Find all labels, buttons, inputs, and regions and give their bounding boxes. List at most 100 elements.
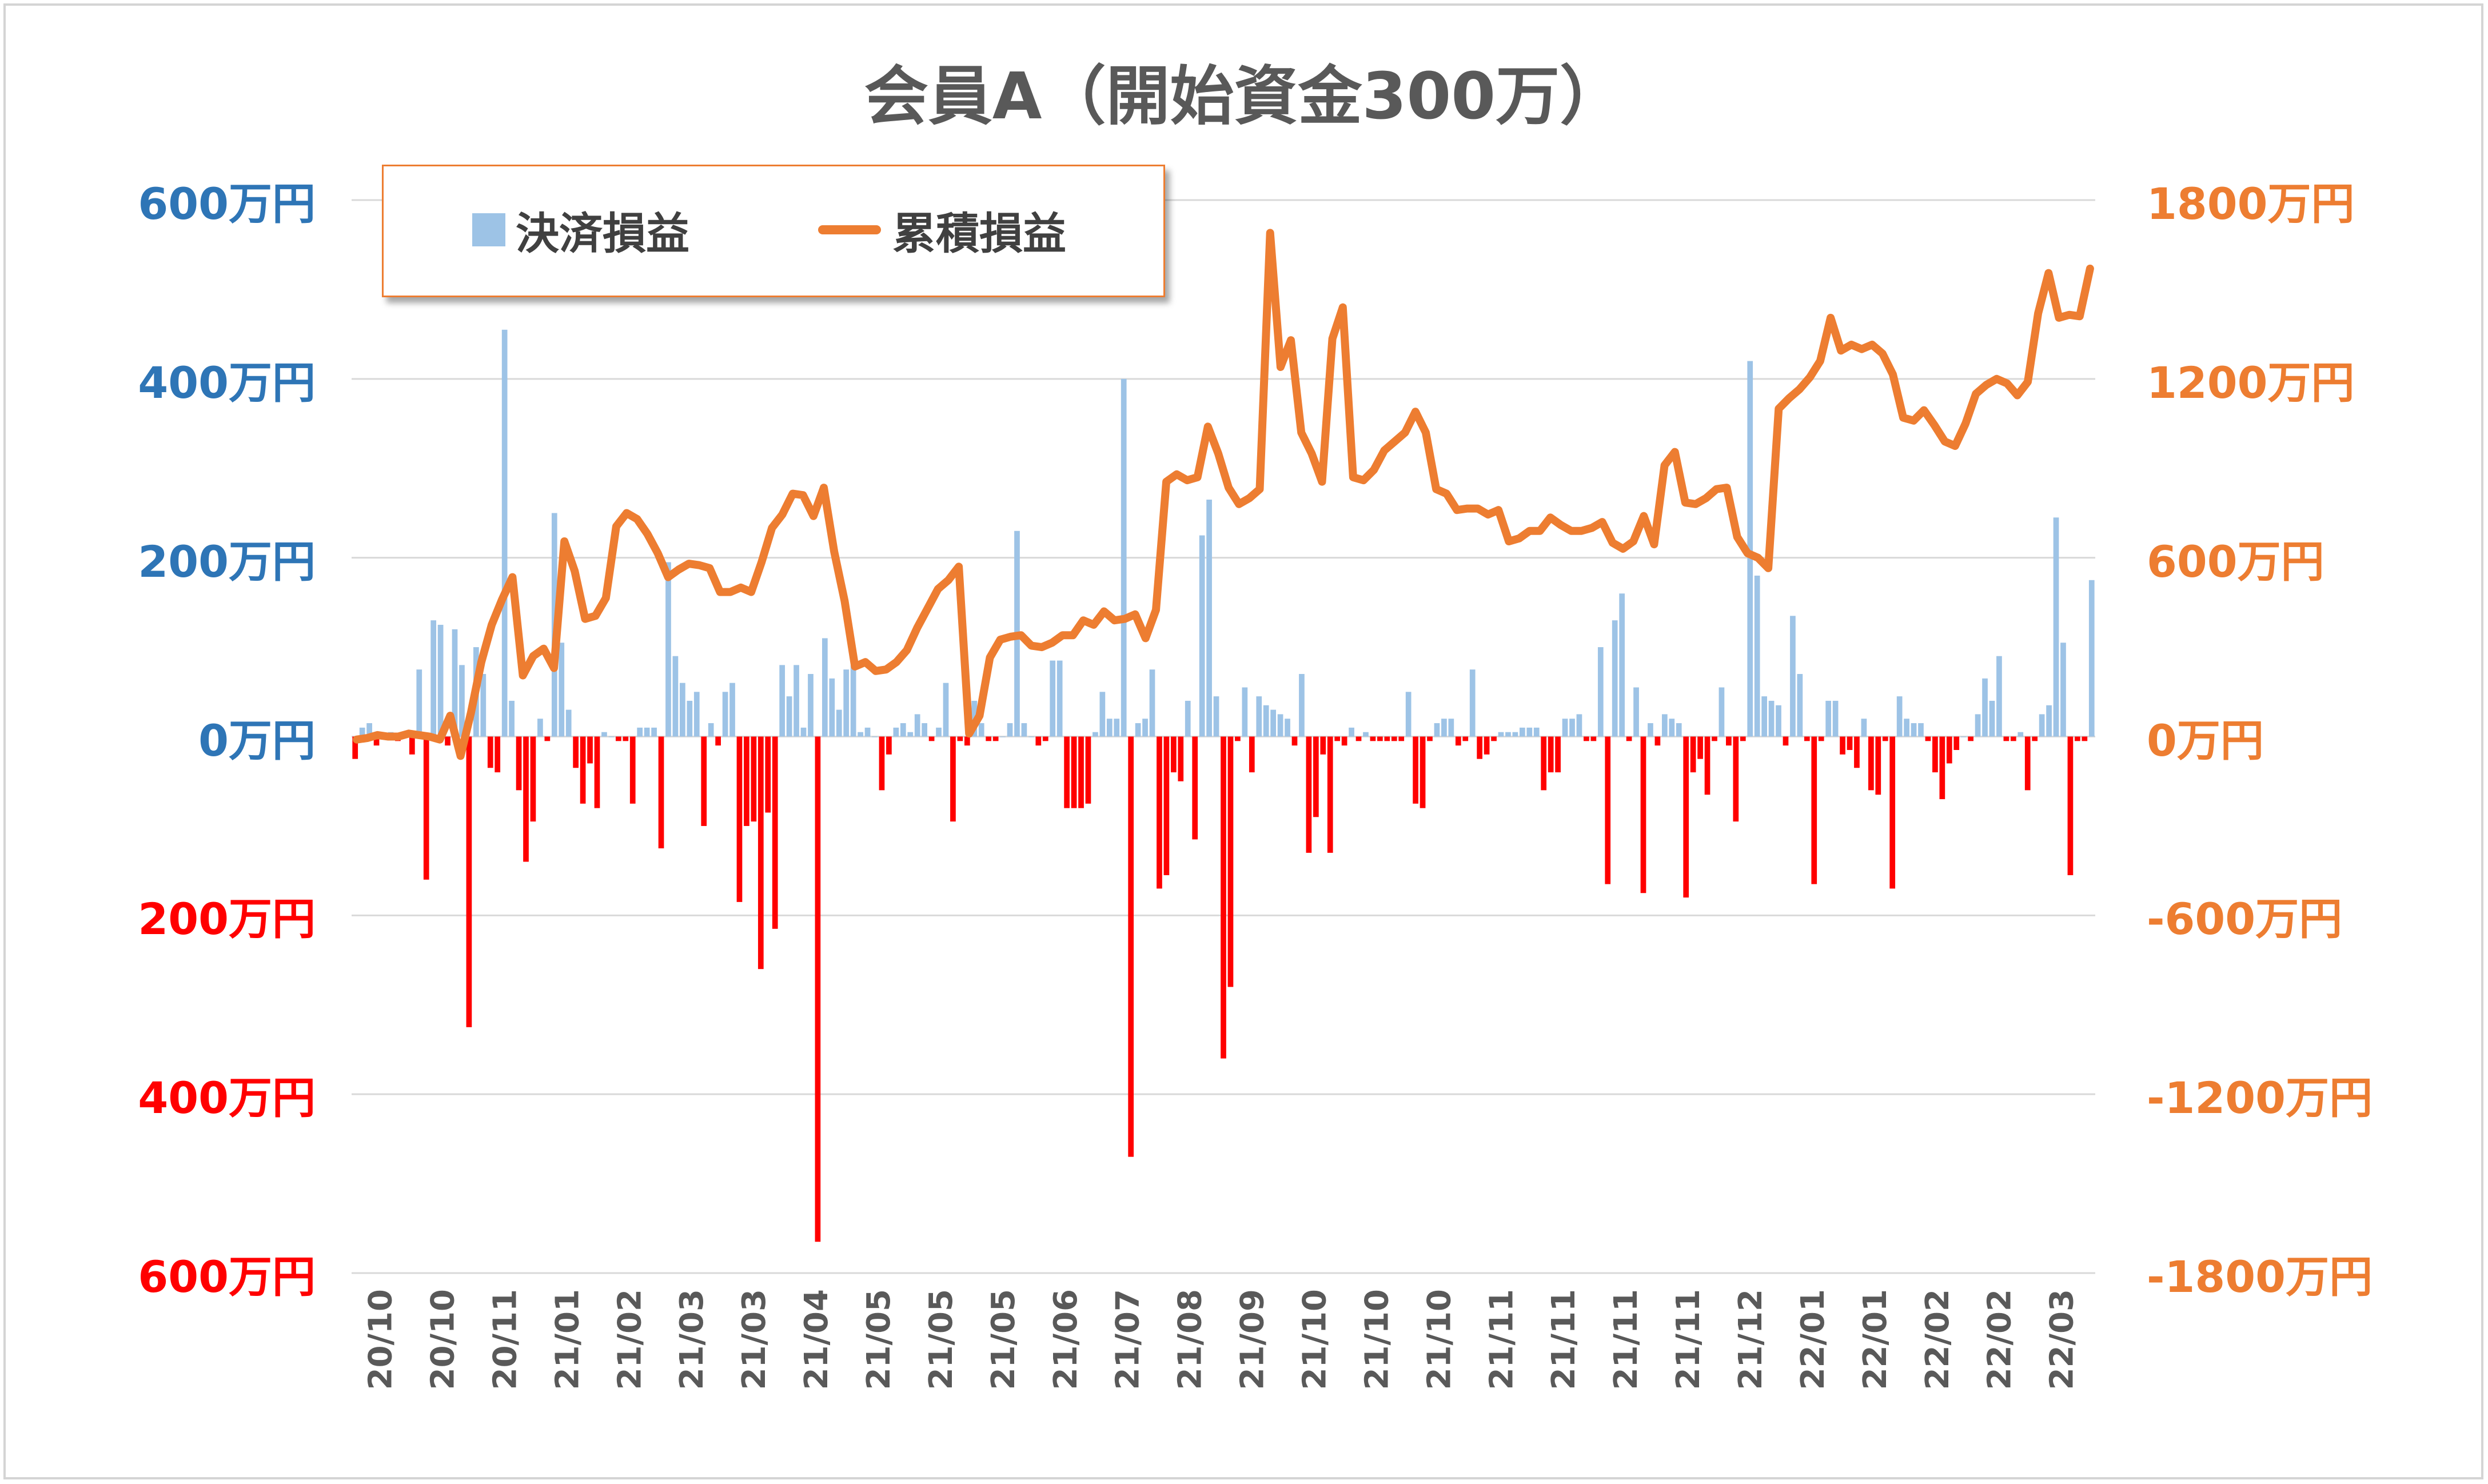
x-tick-label: 21/02 [611, 1289, 648, 1390]
x-tick-label: 21/01 [549, 1289, 586, 1390]
cumulative-line [353, 229, 2094, 760]
bar [1121, 378, 1127, 737]
bar [1889, 736, 1896, 889]
x-tick-label: 21/10 [1358, 1289, 1395, 1390]
bar [858, 732, 863, 737]
bar [1405, 692, 1412, 737]
bar [680, 683, 685, 737]
x-tick-label: 22/02 [1981, 1289, 2019, 1390]
bar [1790, 616, 1796, 737]
x-tick-label: 20/11 [487, 1289, 524, 1390]
legend-bar-label: 決済損益 [516, 208, 689, 259]
bar [1235, 736, 1241, 741]
bar [1776, 705, 1781, 737]
bar [1676, 723, 1682, 737]
right-tick-label: -600万円 [2147, 893, 2343, 945]
legend-line-label: 累積損益 [892, 208, 1066, 259]
bar [1697, 736, 1703, 759]
x-tick-label: 21/04 [798, 1289, 835, 1390]
bar [1875, 736, 1881, 795]
bar [1654, 736, 1661, 746]
bar [744, 736, 749, 826]
bar [922, 723, 927, 737]
bar [573, 736, 579, 768]
bar [1783, 736, 1789, 746]
bar [1882, 736, 1888, 741]
bar [1726, 736, 1732, 746]
legend-bar-swatch [472, 213, 505, 246]
bar [1939, 736, 1945, 799]
bar [850, 665, 856, 737]
x-tick-label: 21/10 [1297, 1289, 1334, 1390]
x-tick-label: 21/12 [1732, 1289, 1769, 1390]
bar [1832, 700, 1839, 737]
x-tick-label: 22/01 [1857, 1289, 1894, 1390]
x-tick-label: 21/11 [1483, 1289, 1520, 1390]
bar [1128, 736, 1134, 1157]
bar [594, 736, 600, 808]
bar [943, 683, 949, 737]
bar [907, 732, 914, 737]
bar [1455, 736, 1461, 746]
bar [1434, 723, 1440, 737]
bar [829, 678, 835, 737]
bar [530, 736, 536, 822]
bar [836, 709, 842, 737]
bar [423, 736, 429, 880]
bar [1192, 736, 1198, 840]
bar [1526, 727, 1533, 737]
bar [1299, 674, 1305, 737]
bar [359, 727, 365, 737]
bar [964, 736, 970, 746]
bar [1840, 736, 1845, 755]
bar [1398, 736, 1405, 741]
bar [2053, 517, 2059, 737]
bar [1270, 709, 1276, 737]
bar [2017, 732, 2024, 737]
bar [1640, 736, 1646, 893]
bar [928, 736, 935, 741]
right-tick-label: 1200万円 [2147, 357, 2355, 408]
bar [1199, 535, 1205, 737]
legend-line-swatch [818, 225, 881, 234]
bar [629, 736, 636, 804]
left-tick-label: 400万円 [138, 357, 316, 408]
x-tick-label: 21/10 [1421, 1289, 1458, 1390]
bar [1555, 736, 1561, 773]
bar [2088, 580, 2095, 737]
bar [1861, 719, 1867, 737]
bar [1285, 719, 1290, 737]
bar [1733, 736, 1739, 822]
bar [1548, 736, 1554, 773]
bar [1626, 736, 1632, 741]
bar [587, 736, 593, 764]
bar [729, 683, 735, 737]
x-tick-label: 21/06 [1047, 1289, 1084, 1390]
bar [559, 643, 565, 737]
x-tick-label: 21/03 [673, 1289, 711, 1390]
bar [1825, 700, 1832, 737]
bar [544, 736, 551, 741]
x-tick-label: 21/05 [985, 1289, 1022, 1390]
bar [786, 696, 792, 737]
bar [1562, 719, 1568, 737]
bar [2032, 736, 2038, 741]
bar [672, 656, 679, 737]
bar [1740, 736, 1746, 741]
bar [1533, 727, 1540, 737]
left-tick-label: 600万円 [138, 1251, 316, 1302]
bar [772, 736, 778, 929]
bar [800, 727, 807, 737]
bar [1185, 700, 1191, 737]
bar [1370, 736, 1376, 741]
bar [822, 638, 828, 737]
bar [1042, 736, 1048, 741]
bar [2067, 736, 2074, 875]
legend-item-bar: 決済損益 [472, 198, 689, 261]
bar [495, 736, 501, 773]
x-tick-label: 21/03 [736, 1289, 773, 1390]
bar [1135, 723, 1141, 737]
bar [815, 736, 821, 1242]
bar [693, 692, 700, 737]
